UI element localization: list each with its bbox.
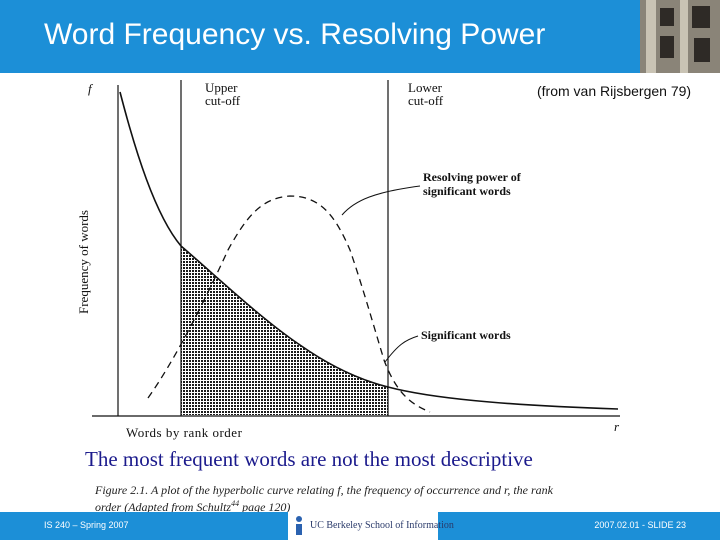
y-axis-symbol: f bbox=[88, 81, 94, 96]
slide-caption: The most frequent words are not the most… bbox=[85, 447, 533, 471]
x-axis-symbol: r bbox=[614, 419, 620, 434]
resolving-power-curve bbox=[147, 195, 431, 413]
resolving-power-label: Resolving power of bbox=[423, 170, 522, 184]
resolving-leader-line bbox=[341, 185, 421, 216]
zipf-figure: f r Frequency of words Words by rank ord… bbox=[76, 80, 620, 440]
upper-cutoff-label: Upper bbox=[205, 80, 238, 95]
source-note: (from van Rijsbergen 79) bbox=[537, 83, 692, 99]
ischool-logo-icon bbox=[296, 516, 302, 535]
significant-leader-line bbox=[384, 335, 419, 363]
slide-title: Word Frequency vs. Resolving Power bbox=[44, 18, 546, 51]
footer-bar: IS 240 – Spring 2007 UC Berkeley School … bbox=[0, 512, 720, 540]
header-photo bbox=[640, 0, 720, 73]
upper-cutoff-label-line2: cut-off bbox=[205, 93, 241, 108]
figure-caption-line2-start: order (Adapted from Schultz bbox=[95, 500, 232, 514]
figure-caption-line1: Figure 2.1. A plot of the hyperbolic cur… bbox=[95, 483, 554, 497]
figure-caption-superscript: 44 bbox=[231, 499, 240, 508]
figure-caption-line2-end: page 120) bbox=[239, 500, 291, 514]
figure-caption: Figure 2.1. A plot of the hyperbolic cur… bbox=[95, 483, 655, 514]
footer-slide-info: 2007.02.01 - SLIDE 23 bbox=[594, 520, 686, 530]
title-bar: Word Frequency vs. Resolving Power bbox=[0, 0, 720, 73]
frequency-curve bbox=[119, 91, 619, 410]
lower-cutoff-label: Lower bbox=[408, 80, 443, 95]
x-axis-label: Words by rank order bbox=[126, 425, 243, 440]
figure-caption-line2: order (Adapted from Schultz44 page 120) bbox=[95, 497, 655, 514]
footer-logo: UC Berkeley School of Information bbox=[288, 512, 454, 540]
y-axis-label: Frequency of words bbox=[76, 210, 91, 314]
resolving-power-label-line2: significant words bbox=[423, 184, 511, 198]
shaded-region bbox=[181, 246, 388, 415]
lower-cutoff-label-line2: cut-off bbox=[408, 93, 444, 108]
footer-logo-text: UC Berkeley School of Information bbox=[310, 520, 454, 531]
footer-course: IS 240 – Spring 2007 bbox=[44, 520, 129, 530]
significant-words-label: Significant words bbox=[421, 328, 511, 342]
